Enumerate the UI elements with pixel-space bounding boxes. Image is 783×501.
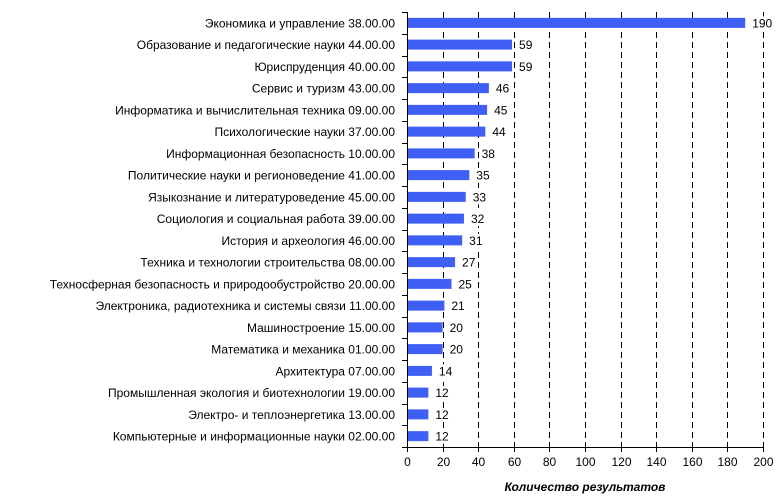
category-label: Техносферная безопасность и природообуст… — [50, 277, 396, 291]
data-label: 35 — [476, 169, 490, 183]
category-label: Социология и социальная работа 39.00.00 — [157, 212, 396, 226]
x-tick-label: 100 — [575, 455, 595, 469]
data-label-background — [433, 386, 452, 401]
category-label: Информационная безопасность 10.00.00 — [166, 147, 395, 161]
category-label: Техника и технологии строительства 08.00… — [140, 256, 395, 270]
category-label: Экономика и управление 38.00.00 — [205, 16, 395, 30]
data-label: 12 — [435, 408, 449, 422]
bar — [408, 104, 488, 115]
x-tick-label: 160 — [682, 455, 702, 469]
category-label: Политические науки и регионоведение 41.0… — [128, 169, 395, 183]
data-label: 20 — [450, 321, 464, 335]
category-label: Юриспруденция 40.00.00 — [254, 60, 395, 74]
data-label: 59 — [519, 60, 533, 74]
category-label: История и археология 46.00.00 — [221, 234, 395, 248]
bars — [408, 17, 746, 442]
category-label: Промышленная экология и биотехнологии 19… — [108, 386, 395, 400]
data-label-background — [449, 299, 468, 314]
data-label-background — [436, 364, 455, 379]
data-label: 32 — [471, 212, 485, 226]
x-tick-label: 120 — [611, 455, 631, 469]
bar — [408, 39, 513, 50]
bar — [408, 191, 466, 202]
data-label: 33 — [473, 190, 487, 204]
data-label: 25 — [459, 277, 473, 291]
data-label-background — [490, 125, 508, 140]
category-label: Электро- и теплоэнергетика 13.00.00 — [188, 408, 395, 422]
category-label: Компьютерные и информационные науки 02.0… — [113, 430, 396, 444]
bar — [408, 278, 452, 289]
labels: 190 Экономика и управление 38.00.00 59 Обра… — [50, 16, 775, 469]
bar — [408, 170, 470, 181]
data-label: 12 — [435, 430, 449, 444]
x-tick-label: 40 — [472, 455, 486, 469]
category-label: Образование и педагогические науки 44.00… — [137, 38, 396, 52]
x-tick-label: 140 — [646, 455, 666, 469]
data-label: 44 — [492, 125, 506, 139]
bar — [408, 17, 746, 28]
bar — [408, 387, 429, 398]
bar — [408, 365, 432, 376]
data-label-background — [517, 38, 535, 53]
data-label-background — [468, 212, 487, 227]
bar — [408, 148, 475, 159]
data-label: 12 — [435, 386, 449, 400]
x-tick-label: 0 — [404, 455, 411, 469]
category-label: Электроника, радиотехника и системы связ… — [96, 299, 396, 313]
category-label: Машиностроение 15.00.00 — [247, 321, 395, 335]
category-label: Архитектура 07.00.00 — [275, 364, 395, 378]
bar — [408, 126, 486, 137]
grid-lines — [443, 12, 764, 447]
data-label: 45 — [494, 103, 508, 117]
data-label-background — [447, 320, 466, 335]
bar — [408, 61, 513, 72]
data-label: 190 — [752, 16, 772, 30]
bar — [408, 83, 489, 94]
bar — [408, 300, 445, 311]
data-label-background — [467, 233, 485, 248]
data-label: 27 — [462, 256, 476, 270]
x-tick-label: 80 — [543, 455, 557, 469]
x-tick-label: 20 — [437, 455, 451, 469]
data-label-background — [456, 277, 475, 292]
data-label: 14 — [439, 364, 453, 378]
category-label: Сервис и туризм 43.00.00 — [252, 82, 395, 96]
data-label: 59 — [519, 38, 533, 52]
category-label: Математика и механика 01.00.00 — [211, 343, 395, 357]
data-label: 20 — [450, 343, 464, 357]
bar — [408, 409, 429, 420]
data-label-background — [470, 190, 489, 205]
x-axis-title: Количество результатов — [505, 480, 666, 494]
bar — [408, 235, 463, 246]
category-label: Языкознание и литературоведение 45.00.00 — [148, 190, 395, 204]
bar — [408, 257, 456, 268]
data-label: 31 — [469, 234, 483, 248]
data-label-background — [492, 103, 510, 118]
data-label-background — [750, 16, 775, 31]
bar — [408, 322, 443, 333]
data-label-background — [474, 168, 492, 183]
data-label-background — [447, 342, 466, 357]
x-tick-label: 200 — [753, 455, 773, 469]
data-label-background — [517, 59, 535, 74]
category-label: Информатика и вычислительная техника 09.… — [115, 103, 395, 117]
data-label: 46 — [496, 82, 510, 96]
category-label: Психологические науки 37.00.00 — [214, 125, 395, 139]
data-label: 21 — [451, 299, 465, 313]
data-label-background — [479, 146, 498, 161]
data-label-background — [460, 255, 478, 270]
x-tick-label: 180 — [717, 455, 737, 469]
bar — [408, 431, 429, 442]
axes — [402, 12, 764, 452]
bar — [408, 344, 443, 355]
data-label-background — [493, 81, 512, 96]
bar — [408, 213, 464, 224]
data-label: 38 — [482, 147, 496, 161]
data-label-background — [433, 407, 452, 422]
x-tick-label: 60 — [508, 455, 522, 469]
data-label-background — [433, 429, 452, 444]
